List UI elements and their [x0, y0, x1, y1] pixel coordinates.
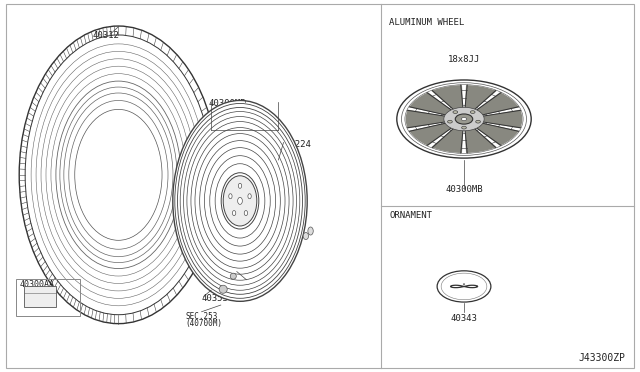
Bar	[24, 286, 56, 307]
Circle shape	[463, 283, 465, 285]
Text: ALUMINUM WHEEL: ALUMINUM WHEEL	[389, 18, 465, 27]
Circle shape	[476, 120, 481, 123]
Ellipse shape	[232, 211, 236, 216]
Circle shape	[444, 107, 484, 131]
Wedge shape	[464, 85, 497, 119]
Ellipse shape	[303, 232, 308, 240]
Circle shape	[447, 120, 452, 123]
Bar	[16, 279, 80, 316]
Ellipse shape	[230, 273, 236, 279]
Circle shape	[461, 118, 467, 121]
Ellipse shape	[238, 183, 242, 188]
Text: SEC.253: SEC.253	[186, 312, 218, 321]
Text: 40300AA: 40300AA	[19, 280, 54, 289]
Ellipse shape	[244, 211, 248, 216]
Wedge shape	[431, 85, 464, 119]
Wedge shape	[464, 119, 519, 146]
Ellipse shape	[223, 176, 257, 226]
Ellipse shape	[237, 198, 243, 204]
Wedge shape	[409, 119, 464, 146]
Circle shape	[436, 270, 492, 302]
Circle shape	[437, 271, 491, 302]
Text: 40300MB: 40300MB	[445, 185, 483, 194]
Circle shape	[453, 111, 458, 113]
Text: 40343: 40343	[451, 314, 477, 323]
Ellipse shape	[248, 194, 252, 199]
Text: 40353: 40353	[202, 294, 228, 303]
Ellipse shape	[308, 227, 313, 235]
Text: 40300MB: 40300MB	[209, 99, 246, 108]
Wedge shape	[406, 110, 464, 128]
Ellipse shape	[219, 285, 227, 293]
Text: 40224: 40224	[285, 140, 312, 148]
Ellipse shape	[54, 78, 183, 272]
Ellipse shape	[173, 100, 307, 301]
Ellipse shape	[75, 109, 162, 240]
Text: ORNAMENT: ORNAMENT	[389, 211, 432, 220]
Text: 40300A: 40300A	[246, 277, 278, 286]
Wedge shape	[464, 119, 497, 153]
Text: 18x8JJ: 18x8JJ	[448, 55, 480, 64]
Circle shape	[455, 114, 473, 124]
Wedge shape	[409, 92, 464, 119]
Wedge shape	[464, 92, 519, 119]
Text: J43300ZP: J43300ZP	[579, 353, 626, 363]
Circle shape	[396, 79, 532, 159]
Text: (40700M): (40700M)	[186, 319, 223, 328]
Circle shape	[461, 126, 467, 129]
Circle shape	[470, 111, 475, 113]
Wedge shape	[431, 119, 464, 153]
Text: 40312: 40312	[92, 31, 119, 39]
Wedge shape	[464, 110, 522, 128]
Ellipse shape	[228, 194, 232, 199]
